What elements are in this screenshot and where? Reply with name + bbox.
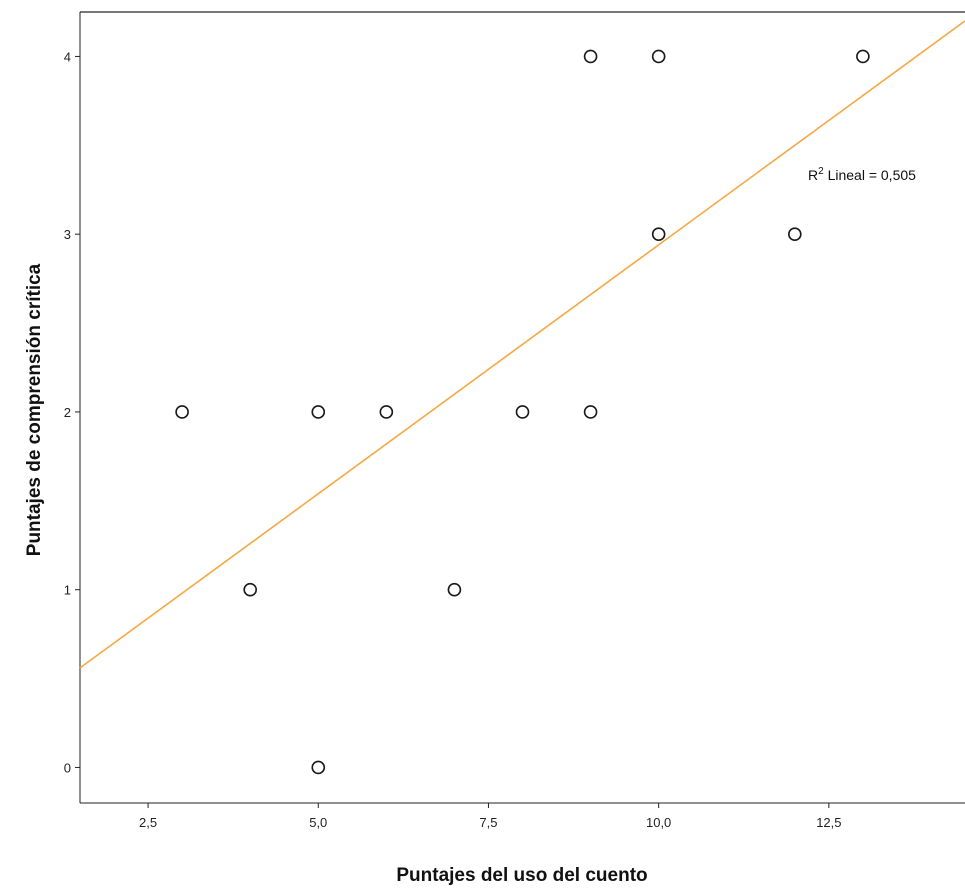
x-tick-label: 5,0 <box>309 815 327 830</box>
y-axis-title: Puntajes de comprensión crítica <box>24 263 45 556</box>
y-tick-label: 3 <box>64 227 71 242</box>
x-tick-label: 2,5 <box>139 815 157 830</box>
y-tick-label: 2 <box>64 405 71 420</box>
r2-superscript: 2 <box>818 166 824 177</box>
x-tick-label: 7,5 <box>479 815 497 830</box>
y-tick-label: 1 <box>64 583 71 598</box>
r2-prefix: R <box>808 167 818 183</box>
data-point <box>515 405 530 419</box>
r2-value: Lineal = 0,505 <box>824 167 916 183</box>
data-point <box>583 49 598 64</box>
y-tick-label: 4 <box>64 49 71 64</box>
y-axis-ticks: 0 1 2 3 4 <box>64 49 80 775</box>
x-tick-label: 10,0 <box>646 815 671 830</box>
data-point <box>311 760 326 775</box>
data-point <box>447 582 462 597</box>
data-point <box>583 405 598 419</box>
x-tick-label: 12,5 <box>816 815 841 830</box>
data-point <box>243 582 257 597</box>
data-point <box>788 227 802 241</box>
regression-line <box>79 20 965 669</box>
r2-annotation: R2 Lineal = 0,505 <box>808 166 916 183</box>
y-tick-label: 0 <box>64 760 71 775</box>
x-axis-title: Puntajes del uso del cuento <box>396 865 647 886</box>
data-point <box>856 49 870 64</box>
data-points <box>175 49 870 775</box>
data-point <box>651 49 666 64</box>
data-point <box>311 405 326 419</box>
data-point <box>175 405 189 419</box>
data-point <box>379 405 394 419</box>
data-point <box>651 227 666 241</box>
x-axis-ticks: 2,5 5,0 7,5 10,0 12,5 <box>139 803 842 830</box>
